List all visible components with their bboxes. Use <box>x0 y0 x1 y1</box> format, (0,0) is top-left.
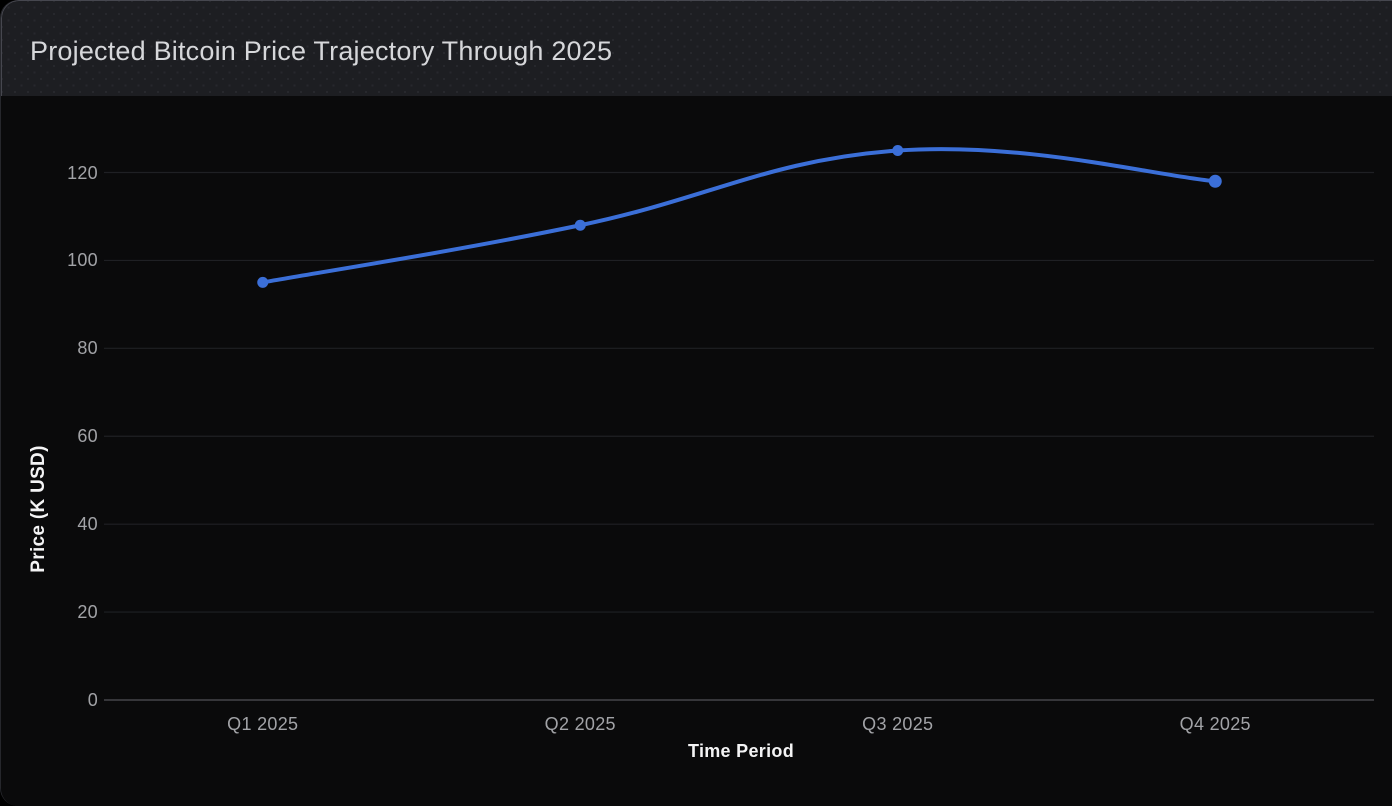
data-point[interactable] <box>892 145 904 157</box>
x-tick-label: Q4 2025 <box>1179 714 1251 734</box>
chart-area: Price (K USD) Time Period 0 20 40 60 80 100 12… <box>1 96 1392 806</box>
chart-header: Projected Bitcoin Price Trajectory Throu… <box>1 0 1392 96</box>
chart-canvas[interactable] <box>1 96 1392 806</box>
price-line <box>260 147 1218 285</box>
x-tick-label: Q2 2025 <box>544 714 616 734</box>
data-point[interactable] <box>257 276 269 288</box>
y-tick-label: 0 <box>87 690 98 710</box>
data-point[interactable] <box>1208 174 1222 188</box>
y-tick-label: 40 <box>77 514 98 535</box>
page-title: Projected Bitcoin Price Trajectory Throu… <box>30 36 613 66</box>
y-tick-label: 20 <box>77 602 98 623</box>
y-tick-label: 120 <box>67 162 98 183</box>
x-axis-label: Time Period <box>687 741 794 761</box>
x-tick-label: Q1 2025 <box>227 714 299 734</box>
x-tick-label: Q3 2025 <box>862 714 934 734</box>
data-point[interactable] <box>574 219 586 231</box>
y-tick-label: 80 <box>77 338 98 359</box>
y-tick-label: 100 <box>67 250 98 271</box>
y-tick-label: 60 <box>77 426 98 447</box>
